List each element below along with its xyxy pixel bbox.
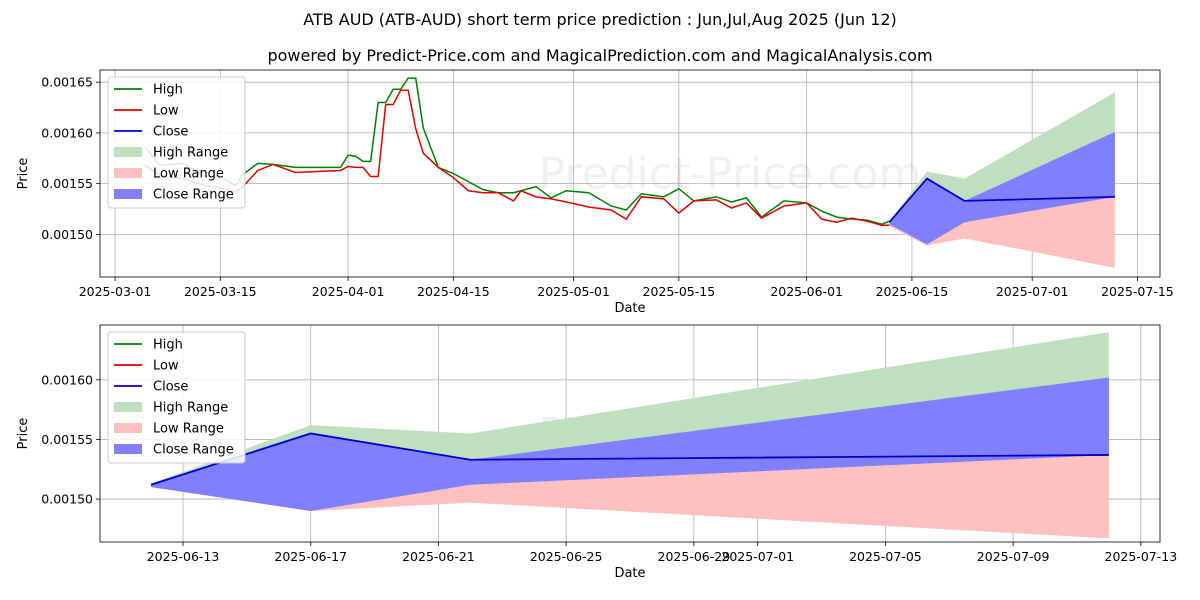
legend-label: Close Range xyxy=(153,443,234,458)
legend-label: High xyxy=(153,83,183,98)
y-tick-label: 0.00165 xyxy=(41,75,93,90)
x-tick-label: 2025-03-01 xyxy=(79,284,152,299)
x-tick-label: 2025-04-01 xyxy=(312,284,385,299)
x-tick-label: 2025-06-17 xyxy=(274,549,347,564)
x-tick-label: 2025-07-13 xyxy=(1105,549,1178,564)
x-tick-label: 2025-05-01 xyxy=(537,284,610,299)
legend-low-range-patch xyxy=(114,423,142,433)
chart-subtitle: powered by Predict-Price.com and Magical… xyxy=(267,46,933,65)
x-tick-label: 2025-06-01 xyxy=(770,284,843,299)
legend-label: High xyxy=(153,338,183,353)
y-tick-label: 0.00160 xyxy=(41,372,93,387)
low-range-band xyxy=(889,196,1115,268)
close-range-band xyxy=(151,377,1109,511)
x-tick-label: 2025-07-01 xyxy=(996,284,1069,299)
legend-box xyxy=(107,76,246,209)
legend-label: High Range xyxy=(153,146,228,161)
y-tick-label: 0.00160 xyxy=(41,125,93,140)
x-tick-label: 2025-03-15 xyxy=(184,284,257,299)
x-tick-label: 2025-05-15 xyxy=(643,284,716,299)
y-tick-label: 0.00150 xyxy=(41,492,93,507)
y-tick-label: 0.00155 xyxy=(41,432,93,447)
x-tick-label: 2025-07-15 xyxy=(1101,284,1174,299)
x-tick-label: 2025-04-15 xyxy=(417,284,490,299)
legend-close-range-patch xyxy=(114,444,142,454)
plot-frame xyxy=(99,69,1161,278)
x-axis-label: Date xyxy=(614,301,645,316)
y-axis-label: Price xyxy=(16,418,31,450)
legend-box xyxy=(107,331,246,464)
legend-label: Low Range xyxy=(153,167,224,182)
plot-area xyxy=(150,332,1109,539)
y-axis-label: Price xyxy=(16,158,31,190)
legend-label: High Range xyxy=(153,401,228,416)
x-tick-label: 2025-06-29 xyxy=(658,549,731,564)
high-series-line xyxy=(144,77,890,226)
plot-frame xyxy=(99,324,1161,543)
x-tick-label: 2025-06-13 xyxy=(147,549,220,564)
legend-label: Close xyxy=(153,125,188,140)
y-tick-label: 0.00150 xyxy=(41,227,93,242)
x-tick-label: 2025-06-15 xyxy=(876,284,949,299)
legend-high-range-patch xyxy=(114,402,142,412)
close-range-band xyxy=(889,131,1115,245)
low-range-band xyxy=(151,454,1109,539)
x-axis-label: Date xyxy=(614,566,645,581)
watermark: Predict-Price.com xyxy=(539,149,922,200)
legend-label: Close xyxy=(153,380,188,395)
close-series-line xyxy=(888,177,1115,223)
legend-label: Low xyxy=(153,104,179,119)
low-series-line xyxy=(144,89,890,226)
x-tick-label: 2025-06-25 xyxy=(530,549,603,564)
legend-label: Close Range xyxy=(153,188,234,203)
x-tick-label: 2025-06-21 xyxy=(402,549,475,564)
y-tick-label: 0.00155 xyxy=(41,176,93,191)
legend-low-range-patch xyxy=(114,168,142,178)
chart-title: ATB AUD (ATB-AUD) short term price predi… xyxy=(303,10,897,29)
legend-label: Low Range xyxy=(153,422,224,437)
legend-high-range-patch xyxy=(114,147,142,157)
legend-label: Low xyxy=(153,359,179,374)
x-tick-label: 2025-07-05 xyxy=(849,549,922,564)
x-tick-label: 2025-07-09 xyxy=(977,549,1050,564)
plot-area xyxy=(144,77,1115,268)
legend-close-range-patch xyxy=(114,189,142,199)
x-tick-label: 2025-07-01 xyxy=(721,549,794,564)
